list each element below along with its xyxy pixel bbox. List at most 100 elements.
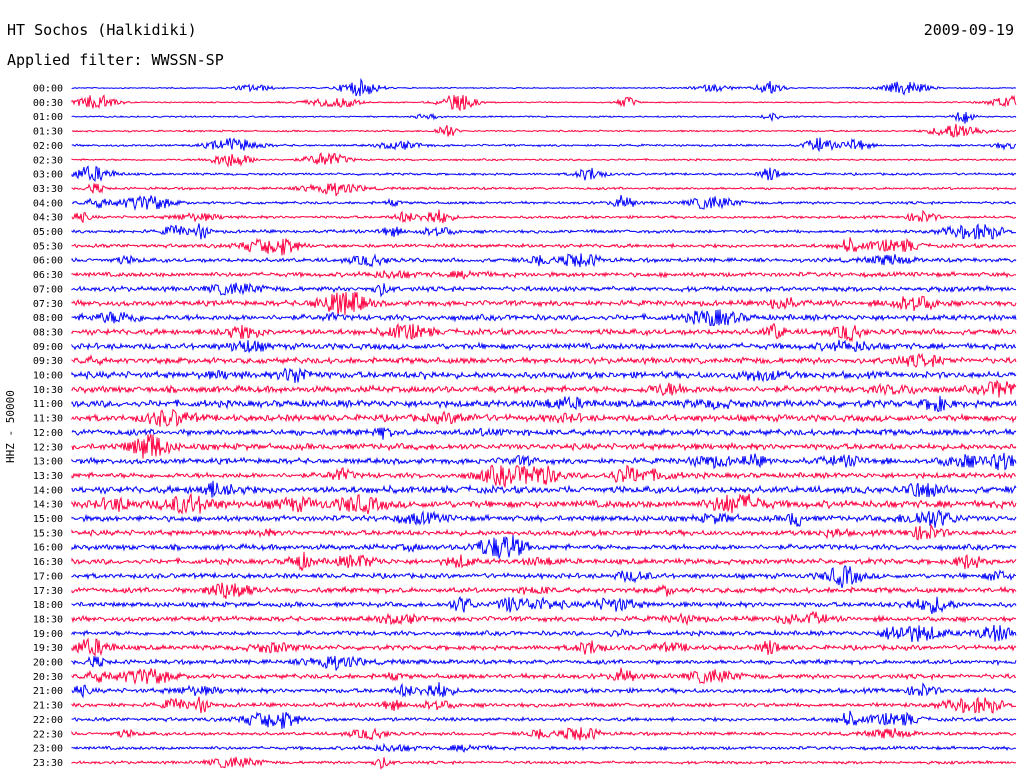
tick-label: 13:00 [33,457,63,468]
tick-label: 19:30 [33,643,63,654]
tick-label: 17:00 [33,571,63,582]
trace-line [71,427,1017,440]
trace-line [71,223,1016,240]
trace-line [71,137,1017,153]
tick-label: 07:30 [33,299,63,310]
tick-label: 22:30 [33,729,63,740]
tick-label: 07:00 [33,284,63,295]
trace-line [71,682,1017,699]
tick-label: 08:30 [33,327,63,338]
trace-line [71,452,1017,471]
tick-label: 18:00 [33,600,63,611]
tick-label: 11:00 [33,399,63,410]
trace-line [71,637,1017,657]
trace-line [71,339,1017,353]
trace-line [71,710,1017,729]
trace-line [71,112,1017,124]
trace-line [71,480,1017,498]
tick-label: 01:00 [33,112,63,123]
tick-label: 09:00 [33,342,63,353]
trace-line [71,165,1017,182]
trace-line [71,209,1017,224]
trace-line [71,667,1017,686]
tick-label: 00:00 [33,84,63,95]
trace-line [71,291,1017,316]
tick-label: 23:00 [33,744,63,755]
trace-line [71,395,1017,413]
trace-line [71,551,1017,572]
tick-label: 08:00 [33,313,63,324]
tick-label: 20:30 [33,672,63,683]
trace-line [71,94,1017,112]
tick-label: 06:30 [33,270,63,281]
tick-label: 10:30 [33,385,63,396]
tick-label: 13:30 [33,471,63,482]
tick-label: 05:00 [33,227,63,238]
tick-label: 12:00 [33,428,63,439]
trace-line [71,367,1017,384]
trace-line [71,564,1017,589]
trace-line [71,322,1017,343]
tick-label: 19:00 [33,629,63,640]
trace-line [71,152,1017,168]
trace-line [71,194,1017,211]
trace-line [71,727,1017,741]
tick-label: 00:30 [33,98,63,109]
tick-label: 02:00 [33,141,63,152]
tick-label: 03:30 [33,184,63,195]
trace-line [71,408,1017,428]
tick-label: 18:30 [33,614,63,625]
tick-label: 12:30 [33,442,63,453]
trace-line [71,742,1017,753]
trace-line [71,696,1017,714]
trace-line [71,269,1017,280]
tick-label: 02:30 [33,155,63,166]
tick-label: 09:30 [33,356,63,367]
tick-label: 05:30 [33,241,63,252]
trace-line [71,523,1017,541]
tick-label: 16:00 [33,543,63,554]
trace-line [71,535,1017,559]
tick-label: 04:00 [33,198,63,209]
tick-label: 22:00 [33,715,63,726]
tick-label: 16:30 [33,557,63,568]
trace-line [71,624,1017,643]
tick-label: 11:30 [33,414,63,425]
trace-line [71,182,1017,197]
tick-label: 03:00 [33,170,63,181]
filter-label: Applied filter: WWSSN-SP [7,51,224,69]
trace-line [71,379,1017,398]
trace-line [71,352,1017,368]
trace-line [71,655,1017,671]
station-title: HT Sochos (Halkidiki) [7,21,197,39]
trace-line [71,309,1017,327]
tick-label: 04:30 [33,213,63,224]
date-label: 2009-09-19 [923,21,1014,39]
tick-label: 01:30 [33,127,63,138]
trace-line [71,253,1017,268]
tick-label: 10:00 [33,371,63,382]
tick-label: 06:00 [33,256,63,267]
tick-label: 15:00 [33,514,63,525]
trace-line [71,464,1017,489]
tick-label: 21:30 [33,701,63,712]
trace-line [71,492,1017,515]
tick-label: 15:30 [33,528,63,539]
trace-line [71,237,1017,256]
trace-line [71,595,1017,615]
tick-label: 14:30 [33,500,63,511]
tick-label: 20:00 [33,658,63,669]
trace-line [71,77,1017,97]
trace-line [71,282,1016,298]
tick-label: 21:00 [33,686,63,697]
tick-label: 23:30 [33,758,63,769]
trace-line [71,610,1017,626]
trace-line [71,509,1017,528]
tick-label: 14:00 [33,485,63,496]
trace-line [71,123,1017,138]
trace-line [71,582,1017,599]
trace-line [71,756,1017,770]
trace-line [71,434,1017,459]
tick-label: 17:30 [33,586,63,597]
